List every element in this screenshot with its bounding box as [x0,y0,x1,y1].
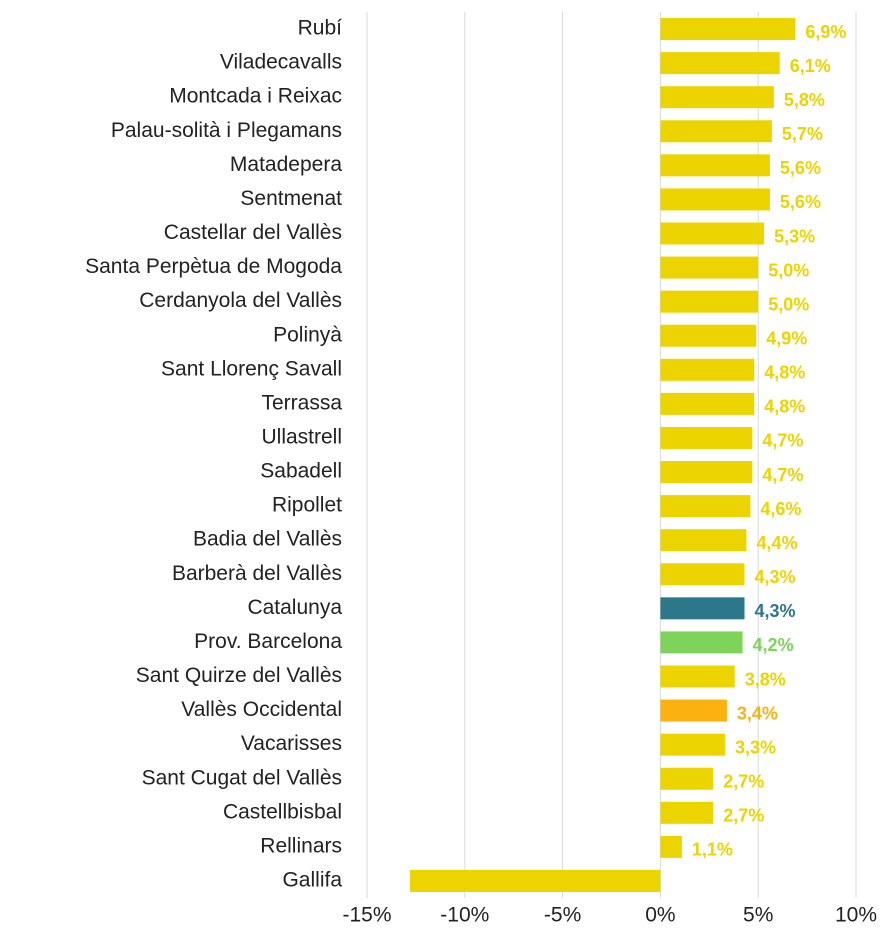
value-label: 4,2% [753,635,794,655]
bar [660,801,714,824]
bar [660,392,755,415]
value-label: 5,6% [780,158,821,178]
value-label: 4,8% [764,397,805,417]
value-label: 4,3% [755,601,796,621]
bar [660,18,796,41]
category-label: Vacarisses [241,732,342,755]
category-label: Sentmenat [240,187,342,210]
bar [660,86,774,109]
value-label: 6,9% [805,22,846,42]
category-label: Palau-solità i Plegamans [111,119,342,142]
value-label: 4,4% [756,533,797,553]
category-label: Sant Quirze del Vallès [136,664,342,687]
x-tick-label: 10% [835,904,877,927]
category-label: Montcada i Reixac [169,85,342,108]
category-label: Rubí [298,17,343,40]
x-tick-label: -10% [440,904,489,927]
bar [660,256,759,279]
value-label: 3,4% [737,703,778,723]
category-label: Castellar del Vallès [164,221,342,244]
bar [660,120,772,143]
category-label: Ripollet [272,494,342,517]
bar [660,767,714,790]
value-label: 5,0% [768,294,809,314]
value-label: 3,3% [735,737,776,757]
bar [660,188,770,211]
category-label: Viladecavalls [220,51,342,74]
category-label: Sant Llorenç Savall [161,357,342,380]
category-label: Santa Perpètua de Mogoda [85,255,342,278]
bar [660,426,753,449]
bar [660,495,751,518]
bar [660,358,755,381]
category-label: Sabadell [260,460,342,483]
bar [660,52,780,75]
category-label: Polinyà [273,323,342,346]
category-label: Sant Cugat del Vallès [142,766,342,789]
bar [660,154,770,177]
category-label: Terrassa [261,391,342,414]
value-label: 4,6% [760,499,801,519]
bar [660,222,765,245]
bar [660,597,745,620]
x-tick-label: -15% [342,904,391,927]
value-label: 3,8% [745,669,786,689]
category-label: Rellinars [260,834,342,857]
category-label: Gallifa [282,869,342,892]
x-tick-label: 5% [743,904,773,927]
category-label: Castellbisbal [223,800,342,823]
bar [660,563,745,586]
value-label: 4,7% [762,431,803,451]
category-label: Vallès Occidental [181,698,342,721]
bar [660,665,735,688]
bar [660,835,682,858]
bar [660,529,747,552]
category-label: Catalunya [247,596,342,619]
value-label: 4,3% [755,567,796,587]
bar [410,869,661,892]
category-label: Barberà del Vallès [172,562,342,585]
x-tick-label: 0% [645,904,675,927]
value-label: 5,8% [784,90,825,110]
value-label: 5,6% [780,192,821,212]
value-label: 5,7% [782,124,823,144]
bar [660,733,725,756]
value-label: 4,9% [766,328,807,348]
value-label: 5,3% [774,226,815,246]
category-label: Badia del Vallès [193,528,342,551]
bar [660,290,759,313]
category-label: Prov. Barcelona [194,630,342,653]
category-label: Matadepera [230,153,342,176]
bar [660,324,757,347]
bar [660,631,743,654]
value-label: 2,7% [723,806,764,826]
category-label: Ullastrell [261,426,342,449]
x-tick-label: -5% [544,904,581,927]
value-label: 4,7% [762,465,803,485]
value-label: 1,1% [692,840,733,860]
value-label: 2,7% [723,771,764,791]
bar [660,461,753,484]
value-label: 5,0% [768,260,809,280]
value-label: 4,8% [764,363,805,383]
category-label: Cerdanyola del Vallès [139,289,342,312]
value-label: 6,1% [790,56,831,76]
bar [660,699,727,722]
